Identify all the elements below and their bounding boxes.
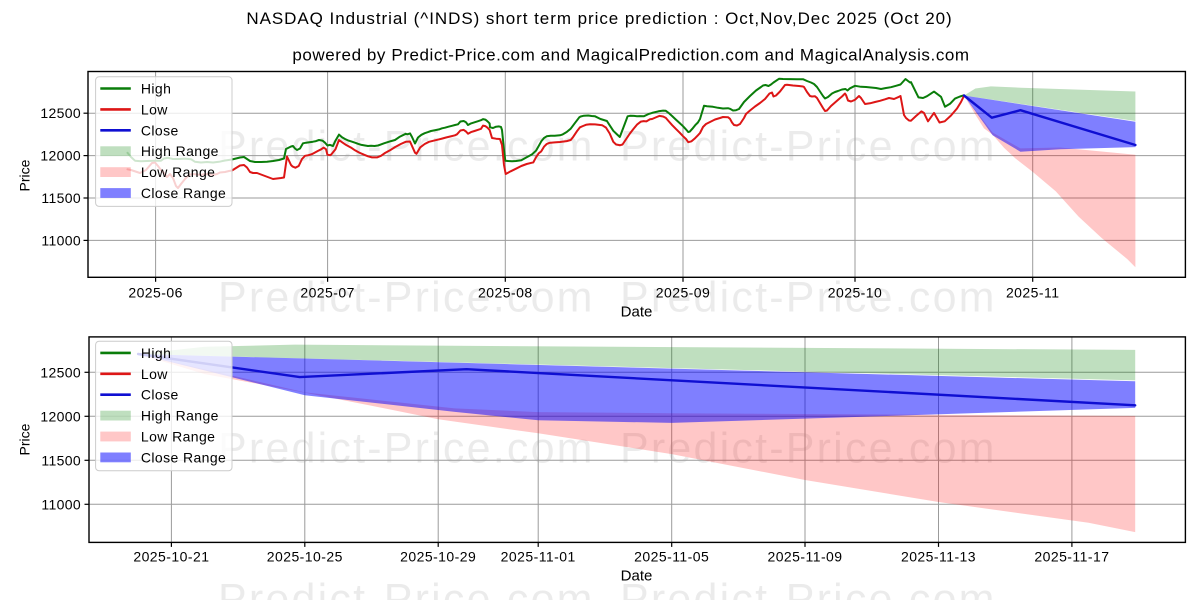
svg-text:Predict-Price.com: Predict-Price.com xyxy=(620,123,997,171)
svg-text:2025-11-01: 2025-11-01 xyxy=(501,549,576,565)
svg-text:2025-09: 2025-09 xyxy=(656,284,711,300)
svg-text:2025-07: 2025-07 xyxy=(300,284,355,300)
svg-text:Low: Low xyxy=(141,101,168,117)
svg-text:Predict-Price.com: Predict-Price.com xyxy=(620,425,997,473)
svg-text:2025-11-13: 2025-11-13 xyxy=(901,549,976,565)
svg-text:Low: Low xyxy=(141,366,168,382)
svg-text:Close Range: Close Range xyxy=(141,449,226,465)
svg-text:11000: 11000 xyxy=(41,496,81,512)
svg-text:2025-10-21: 2025-10-21 xyxy=(133,549,209,565)
svg-text:2025-11-17: 2025-11-17 xyxy=(1034,549,1109,565)
svg-text:2025-10-25: 2025-10-25 xyxy=(267,549,343,565)
svg-text:Close Range: Close Range xyxy=(141,185,226,201)
svg-text:12000: 12000 xyxy=(40,408,81,424)
svg-text:Close: Close xyxy=(141,387,179,403)
svg-text:High Range: High Range xyxy=(141,143,219,159)
svg-text:2025-11-05: 2025-11-05 xyxy=(634,549,709,565)
svg-text:2025-08: 2025-08 xyxy=(478,284,533,300)
svg-text:Close: Close xyxy=(141,122,179,138)
svg-text:Low Range: Low Range xyxy=(141,429,215,445)
svg-text:High: High xyxy=(141,345,171,361)
svg-text:2025-10-29: 2025-10-29 xyxy=(400,549,476,565)
svg-text:2025-10: 2025-10 xyxy=(828,284,883,300)
svg-text:12500: 12500 xyxy=(40,105,81,121)
svg-text:12500: 12500 xyxy=(40,364,81,380)
svg-text:Low Range: Low Range xyxy=(141,164,215,180)
svg-text:Predict-Price.com: Predict-Price.com xyxy=(218,274,595,322)
svg-text:High Range: High Range xyxy=(141,408,219,424)
svg-text:High: High xyxy=(141,81,171,97)
svg-text:Predict-Price.com: Predict-Price.com xyxy=(620,576,997,600)
svg-text:2025-06: 2025-06 xyxy=(128,284,183,300)
svg-text:Price: Price xyxy=(17,159,33,191)
svg-text:12000: 12000 xyxy=(40,148,81,164)
svg-text:11500: 11500 xyxy=(41,452,81,468)
svg-text:2025-11-09: 2025-11-09 xyxy=(767,549,842,565)
svg-text:powered by Predict-Price.com a: powered by Predict-Price.com and Magical… xyxy=(292,46,969,65)
svg-text:Date: Date xyxy=(621,568,653,585)
svg-text:11500: 11500 xyxy=(41,190,81,206)
svg-text:Predict-Price.com: Predict-Price.com xyxy=(218,425,595,473)
svg-text:Predict-Price.com: Predict-Price.com xyxy=(218,576,595,600)
svg-text:NASDAQ Industrial (^INDS) shor: NASDAQ Industrial (^INDS) short term pri… xyxy=(246,9,952,28)
svg-text:Price: Price xyxy=(17,423,33,455)
svg-text:2025-11: 2025-11 xyxy=(1006,284,1060,300)
svg-text:11000: 11000 xyxy=(41,232,81,248)
svg-text:Date: Date xyxy=(621,304,653,321)
